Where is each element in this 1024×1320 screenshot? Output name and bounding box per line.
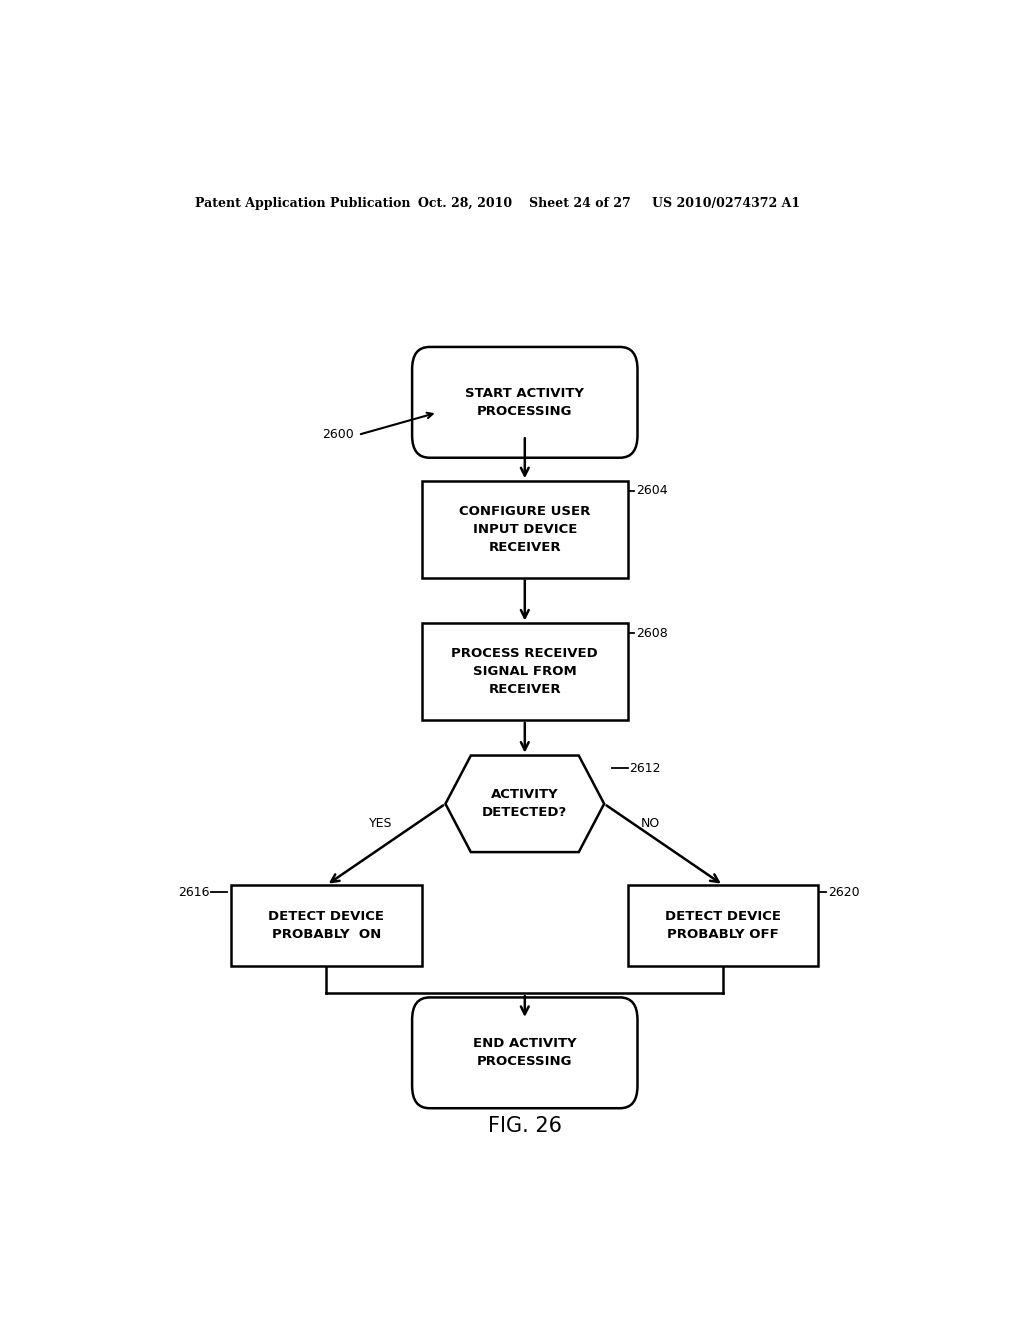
Text: Oct. 28, 2010: Oct. 28, 2010 (418, 197, 512, 210)
Text: 2612: 2612 (630, 762, 662, 775)
Text: YES: YES (369, 817, 392, 830)
Text: START ACTIVITY
PROCESSING: START ACTIVITY PROCESSING (465, 387, 585, 418)
Text: 2600: 2600 (323, 429, 354, 441)
Text: DETECT DEVICE
PROBABLY OFF: DETECT DEVICE PROBABLY OFF (666, 911, 781, 941)
Text: CONFIGURE USER
INPUT DEVICE
RECEIVER: CONFIGURE USER INPUT DEVICE RECEIVER (459, 504, 591, 554)
Polygon shape (445, 755, 604, 853)
Text: 2608: 2608 (636, 627, 668, 640)
Bar (422, 480, 628, 578)
Text: 2620: 2620 (828, 886, 859, 899)
Text: END ACTIVITY
PROCESSING: END ACTIVITY PROCESSING (473, 1038, 577, 1068)
Bar (231, 886, 422, 966)
Text: Sheet 24 of 27: Sheet 24 of 27 (528, 197, 631, 210)
Text: NO: NO (641, 817, 659, 830)
Bar (422, 623, 628, 719)
Text: DETECT DEVICE
PROBABLY  ON: DETECT DEVICE PROBABLY ON (268, 911, 384, 941)
Text: ACTIVITY
DETECTED?: ACTIVITY DETECTED? (482, 788, 567, 820)
FancyBboxPatch shape (412, 347, 638, 458)
FancyBboxPatch shape (412, 998, 638, 1109)
Text: 2616: 2616 (178, 886, 210, 899)
Text: Patent Application Publication: Patent Application Publication (196, 197, 411, 210)
Text: PROCESS RECEIVED
SIGNAL FROM
RECEIVER: PROCESS RECEIVED SIGNAL FROM RECEIVER (452, 647, 598, 696)
Text: FIG. 26: FIG. 26 (487, 1115, 562, 1137)
Text: 2604: 2604 (636, 484, 668, 498)
Text: US 2010/0274372 A1: US 2010/0274372 A1 (652, 197, 800, 210)
Bar (628, 886, 818, 966)
